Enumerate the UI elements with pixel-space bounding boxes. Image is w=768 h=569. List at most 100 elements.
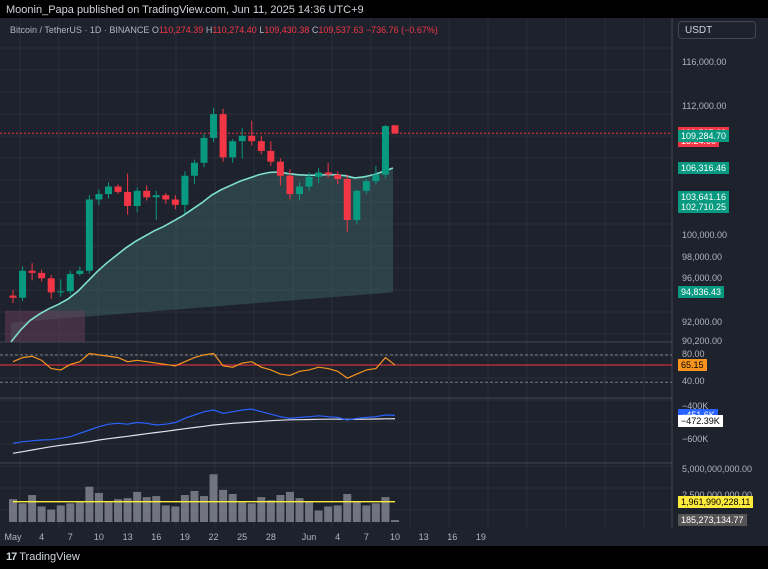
close-value: 109,537.63 [318,25,364,35]
candle-body [248,135,256,142]
candle-body [276,161,284,176]
time-tick-label: 10 [93,532,104,542]
price-tick-label: 112,000.00 [682,100,727,111]
candle-body [105,186,112,195]
volume-bar [171,506,180,522]
volume-bar [295,498,304,522]
time-tick-label: 4 [39,532,45,542]
candle-body [324,172,332,175]
volume-bar [104,502,113,522]
candle-body [19,270,27,298]
volume-bar [209,474,218,522]
volume-bar [161,505,170,522]
volume-bar [37,506,46,522]
volume-bar [200,496,208,522]
time-tick-label: 13 [122,532,133,542]
change-value: −736.76 (−0.67%) [365,25,438,35]
tradingview-logo[interactable]: 17 TradingView [6,551,80,563]
candle-body [391,125,399,134]
volume-bar [314,510,323,522]
candle-body [28,270,36,273]
candle-body [152,195,160,198]
candle-body [334,174,342,179]
candle-body [143,190,151,198]
price-tick-label: 96,000.00 [682,273,723,284]
candle-body [162,195,170,200]
chart-panel[interactable] [0,18,768,546]
footer-bar [0,546,768,569]
candle-body [38,272,46,279]
volume-bar [324,506,333,522]
volume-bar [133,491,142,522]
time-tick-label: 25 [237,532,248,542]
tradingview-logo-icon: 17 [6,551,17,563]
volume-tag: 1,961,990,228.11 [678,495,754,508]
volume-bar [152,496,161,522]
volume-bar [391,520,399,522]
candle-body [286,175,294,195]
candle-body [238,135,246,142]
macd-tick-label: −600K [682,434,709,444]
volume-bar [352,501,361,522]
time-tick-label: 10 [389,532,401,542]
time-tick-label: Jun [301,532,317,542]
lower-band-fill [5,310,85,342]
volume-tick-label: 5,000,000,000.00 [682,464,753,475]
rsi-line [12,352,396,379]
volume-bar [114,499,123,522]
volume-bar [47,509,56,522]
price-tick-label: 100,000.00 [682,230,728,241]
time-tick-label: 28 [265,532,276,542]
price-tick-label: 116,000.00 [682,57,727,68]
time-tick-label: 22 [208,532,219,542]
price-tick-label: 98,000.00 [682,251,723,262]
candle-body [372,174,380,182]
candle-body [362,181,370,191]
volume-bar [28,495,37,522]
candle-body [181,175,189,205]
chart-canvas[interactable] [0,18,768,546]
volume-bar [219,489,228,522]
macd-slow-line [12,418,396,454]
price-tick-label: 92,000.00 [682,316,723,327]
price-tag: 103,641.16 [678,190,730,203]
volume-bar [247,503,256,522]
candle-body [267,150,275,162]
volume-bar [75,502,84,522]
candle-body [47,278,55,293]
bollinger-band-fill [11,167,393,342]
volume-bar [66,503,75,522]
volume-bar [228,494,237,522]
volume-tag: 185,273,134.77 [678,514,747,527]
volume-bar [362,505,371,522]
rsi-tag: 65.15 [678,359,707,372]
volume-bar [305,501,314,522]
time-tick-label: May [4,532,22,542]
volume-bar [238,502,247,522]
currency-button[interactable]: USDT [678,21,756,39]
volume-bar [371,503,380,522]
volume-bar [18,503,27,522]
time-tick-label: 4 [335,532,341,542]
low-label: L [259,25,265,35]
candle-body [95,194,103,200]
time-tick-label: 19 [475,532,486,542]
candle-body [381,126,389,175]
candle-body [171,199,179,205]
time-tick-label: 7 [363,532,369,542]
candle-body [114,186,122,192]
candle-body [296,186,303,195]
candle-body [219,114,227,158]
candle-body [229,141,237,158]
macd-fast-line [12,408,396,444]
candle-body [66,273,74,292]
volume-bar [9,499,17,522]
price-tag: 94,836.43 [678,285,725,298]
price-tick-label: 90,200.00 [682,336,723,346]
candle-body [76,270,84,274]
candle-body [210,114,218,138]
price-tag: 109,284.70 [678,129,730,142]
time-tick-label: 7 [67,532,73,542]
volume-bar [381,497,390,522]
